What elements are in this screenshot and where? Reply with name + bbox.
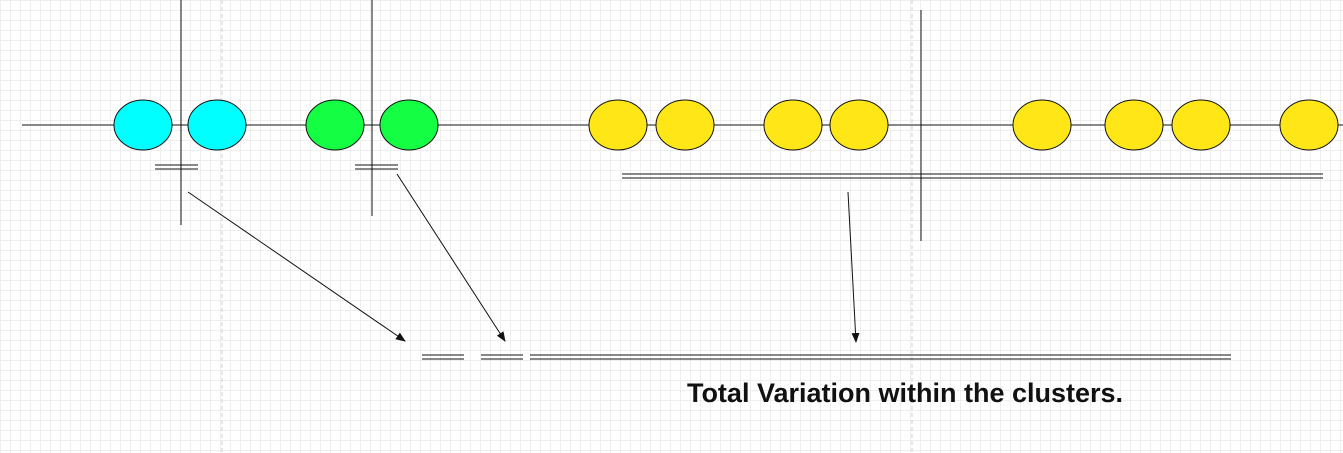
cyan-point [187,99,247,151]
yellow-point [1012,99,1072,151]
green-cluster [305,99,439,151]
green-point [305,99,365,151]
yellow-point [1104,99,1164,151]
yellow-point [1279,99,1339,151]
yellow-point [829,99,889,151]
green-variation-bar [355,164,398,170]
yellow-variation-bar [622,173,1323,179]
cyan-cluster [113,99,247,151]
yellow-point [1171,99,1231,151]
cyan-point [113,99,173,151]
green-to-total-arrow [396,173,506,342]
yellow-point [588,99,648,151]
yellow-cluster [588,99,1339,151]
total-variation-bar [422,354,1231,360]
yellow-point [763,99,823,151]
cyan-to-total-arrow [187,191,406,342]
yellow-to-total-arrow [847,191,860,343]
cyan-variation-bar [155,164,198,170]
green-point [379,99,439,151]
total-variation-caption: Total Variation within the clusters. [686,378,1124,408]
yellow-point [655,99,715,151]
